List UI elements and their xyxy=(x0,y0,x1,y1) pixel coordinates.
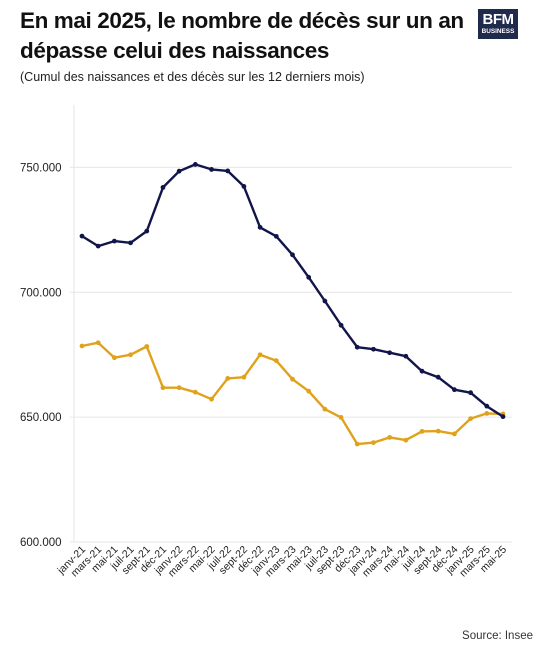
births-point xyxy=(160,385,166,391)
deaths-point xyxy=(435,374,441,380)
deaths-point xyxy=(306,274,312,280)
births-point xyxy=(354,441,360,447)
births-point xyxy=(144,344,150,349)
deaths-series xyxy=(79,162,506,420)
deaths-point xyxy=(160,185,166,190)
births-point xyxy=(468,416,474,422)
deaths-point xyxy=(273,233,279,239)
bfm-business-logo: BFM BUSINESS xyxy=(478,9,518,39)
births-point xyxy=(322,406,328,412)
deaths-point xyxy=(209,167,214,172)
deaths-point xyxy=(419,368,425,374)
y-tick-label: 750.000 xyxy=(20,162,62,174)
deaths-point xyxy=(387,350,393,356)
births-point xyxy=(484,410,490,416)
deaths-point xyxy=(290,252,295,258)
deaths-point xyxy=(257,224,263,230)
births-point xyxy=(371,440,376,446)
y-axis: 600.000 650.000 700.000 750.000 xyxy=(20,162,62,549)
deaths-point xyxy=(111,238,117,244)
births-point xyxy=(290,376,295,382)
deaths-point xyxy=(128,240,133,246)
births-point xyxy=(79,343,85,349)
births-point xyxy=(241,374,247,380)
deaths-point xyxy=(371,346,376,352)
births-point xyxy=(419,428,425,434)
y-tick-label: 650.000 xyxy=(20,412,62,424)
deaths-point xyxy=(403,353,409,359)
deaths-point xyxy=(468,390,474,396)
births-point xyxy=(209,396,214,402)
deaths-point xyxy=(322,298,328,304)
births-point xyxy=(95,340,101,346)
grid-layer xyxy=(70,105,512,543)
chart-title: En mai 2025, le nombre de décès sur un a… xyxy=(20,8,464,63)
births-point xyxy=(452,431,457,437)
deaths-point xyxy=(452,387,457,393)
deaths-point xyxy=(79,233,85,239)
births-point xyxy=(338,414,344,420)
logo-main-text: BFM xyxy=(482,11,515,28)
logo-sub-text: BUSINESS xyxy=(481,28,515,35)
deaths-point xyxy=(225,168,231,174)
chart-subtitle: (Cumul des naissances et des décès sur l… xyxy=(20,70,365,84)
y-tick-label: 700.000 xyxy=(20,287,62,299)
births-point xyxy=(435,428,441,434)
deaths-point xyxy=(354,344,360,350)
y-tick-label: 600.000 xyxy=(20,537,62,549)
births-point xyxy=(387,434,393,440)
births-point xyxy=(257,352,263,358)
births-point xyxy=(225,376,231,381)
births-point xyxy=(306,388,312,394)
births-point xyxy=(111,355,117,361)
births-line xyxy=(81,341,504,446)
births-point xyxy=(128,352,133,358)
deaths-point xyxy=(338,322,344,328)
deaths-point xyxy=(176,168,182,174)
births-point xyxy=(403,437,409,443)
deaths-point xyxy=(192,162,198,167)
births-point xyxy=(273,358,279,364)
births-point xyxy=(176,385,182,391)
deaths-point xyxy=(144,228,150,234)
births-series xyxy=(79,340,506,447)
x-axis: janv-21mars-21mai-21juil-21sept-21déc-21… xyxy=(55,544,510,580)
deaths-point xyxy=(95,243,101,249)
series-layer xyxy=(79,162,506,447)
births-point xyxy=(192,389,198,395)
source-note: Source: Insee xyxy=(462,630,533,642)
deaths-point xyxy=(241,184,247,189)
deaths-point xyxy=(484,403,490,409)
deaths-point xyxy=(500,414,506,420)
